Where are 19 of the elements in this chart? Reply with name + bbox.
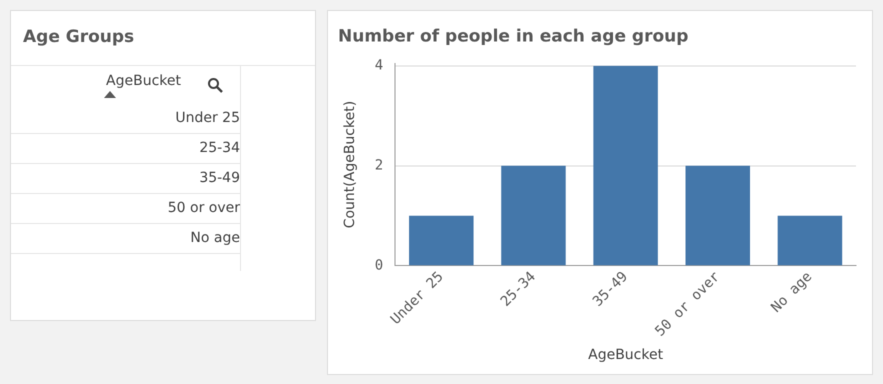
x-axis-title: AgeBucket bbox=[588, 347, 664, 364]
y-tick-label: 2 bbox=[374, 157, 384, 174]
text: 35-49 bbox=[11, 163, 240, 194]
y-tick-label: 4 bbox=[374, 58, 384, 74]
x-tick-label: No age bbox=[768, 268, 816, 316]
text: Under 25 bbox=[11, 103, 240, 134]
y-tick-label: 0 bbox=[374, 257, 384, 274]
bar bbox=[501, 166, 566, 266]
text: Age Groups bbox=[23, 27, 134, 47]
y-axis-title: Count(AgeBucket) bbox=[342, 100, 358, 228]
text: No age bbox=[11, 223, 240, 254]
bar bbox=[409, 216, 474, 266]
chart-title: Number of people in each age group bbox=[338, 26, 688, 47]
bar bbox=[686, 166, 750, 266]
bar bbox=[778, 216, 842, 266]
text: 25-34 bbox=[11, 133, 240, 164]
text: AgeBucket bbox=[105, 72, 181, 91]
bar bbox=[593, 66, 658, 266]
text: 50 or over bbox=[11, 193, 240, 224]
